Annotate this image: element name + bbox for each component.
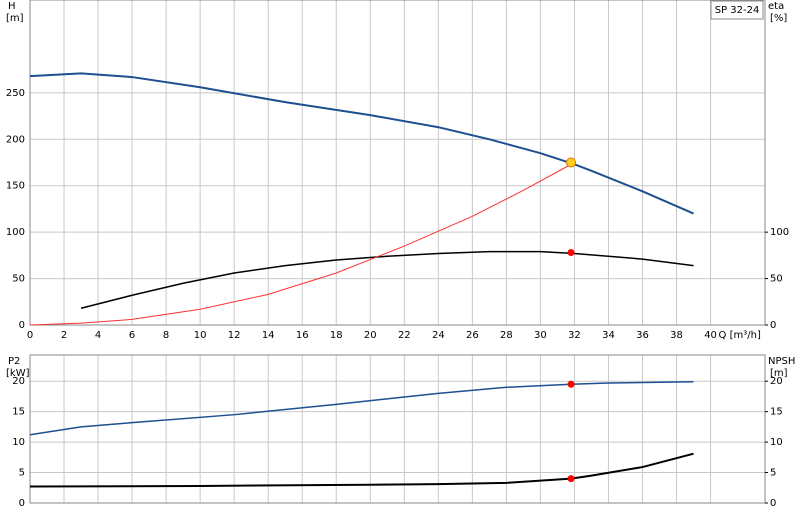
plot-frame (29, 354, 766, 504)
y2-axis-label: NPSH (768, 356, 795, 367)
x-tick-label: 4 (95, 330, 101, 341)
x-tick-label: 16 (296, 330, 309, 341)
x-tick-label: 2 (61, 330, 67, 341)
x-tick-label: 40 (704, 330, 717, 341)
x-tick-label: 18 (330, 330, 343, 341)
y2-tick-label: 100 (770, 227, 789, 238)
curve (80, 250, 694, 310)
y2-axis-label: eta (768, 1, 784, 12)
duty-point (567, 380, 575, 388)
y-tick-label: 150 (6, 181, 25, 192)
x-axis-label: Q [m³/h] (719, 330, 761, 341)
x-tick-label: 24 (432, 330, 445, 341)
legend-text: SP 32-24 (715, 5, 760, 16)
x-tick-label: 12 (228, 330, 241, 341)
x-tick-label: 8 (163, 330, 169, 341)
x-tick-label: 32 (568, 330, 581, 341)
x-tick-label: 14 (262, 330, 275, 341)
x-tick-label: 22 (398, 330, 411, 341)
x-tick-label: 38 (670, 330, 683, 341)
y-axis-unit: [kW] (6, 368, 30, 379)
y2-tick-label: 20 (770, 376, 783, 387)
y-tick-label: 50 (12, 274, 25, 285)
plot-frame (29, 0, 766, 326)
y2-tick-label: 0 (770, 320, 776, 331)
y-tick-label: 100 (6, 227, 25, 238)
y-tick-label: 15 (12, 407, 25, 418)
x-tick-label: 10 (194, 330, 207, 341)
x-tick-label: 30 (534, 330, 547, 341)
y-tick-label: 200 (6, 134, 25, 145)
y2-tick-label: 15 (770, 407, 783, 418)
y-tick-label: 5 (19, 468, 25, 479)
x-tick-label: 20 (364, 330, 377, 341)
y-tick-label: 0 (19, 498, 25, 509)
duty-point (567, 475, 575, 483)
y-tick-label: 0 (19, 320, 25, 331)
y-axis-label: P2 (8, 356, 20, 367)
legend-box (710, 0, 764, 20)
y-axis-label: H (8, 1, 16, 12)
y2-axis-unit: [%] (770, 13, 787, 24)
x-tick-label: 26 (466, 330, 479, 341)
x-tick-label: 28 (500, 330, 513, 341)
y-axis-unit: [m] (6, 13, 24, 24)
y-tick-label: 20 (12, 376, 25, 387)
duty-point (566, 157, 577, 168)
x-tick-label: 34 (602, 330, 615, 341)
curve (29, 162, 575, 326)
y-tick-label: 250 (6, 88, 25, 99)
curve (29, 452, 694, 488)
duty-point (567, 249, 575, 257)
curve (29, 381, 694, 436)
x-tick-label: 0 (27, 330, 33, 341)
y-tick-label: 10 (12, 437, 25, 448)
y2-tick-label: 50 (770, 274, 783, 285)
x-tick-label: 6 (129, 330, 135, 341)
y2-tick-label: 0 (770, 498, 776, 509)
y2-axis-unit: [m] (770, 368, 788, 379)
y2-tick-label: 10 (770, 437, 783, 448)
y2-tick-label: 5 (770, 468, 776, 479)
curve (29, 72, 694, 215)
x-tick-label: 36 (636, 330, 649, 341)
